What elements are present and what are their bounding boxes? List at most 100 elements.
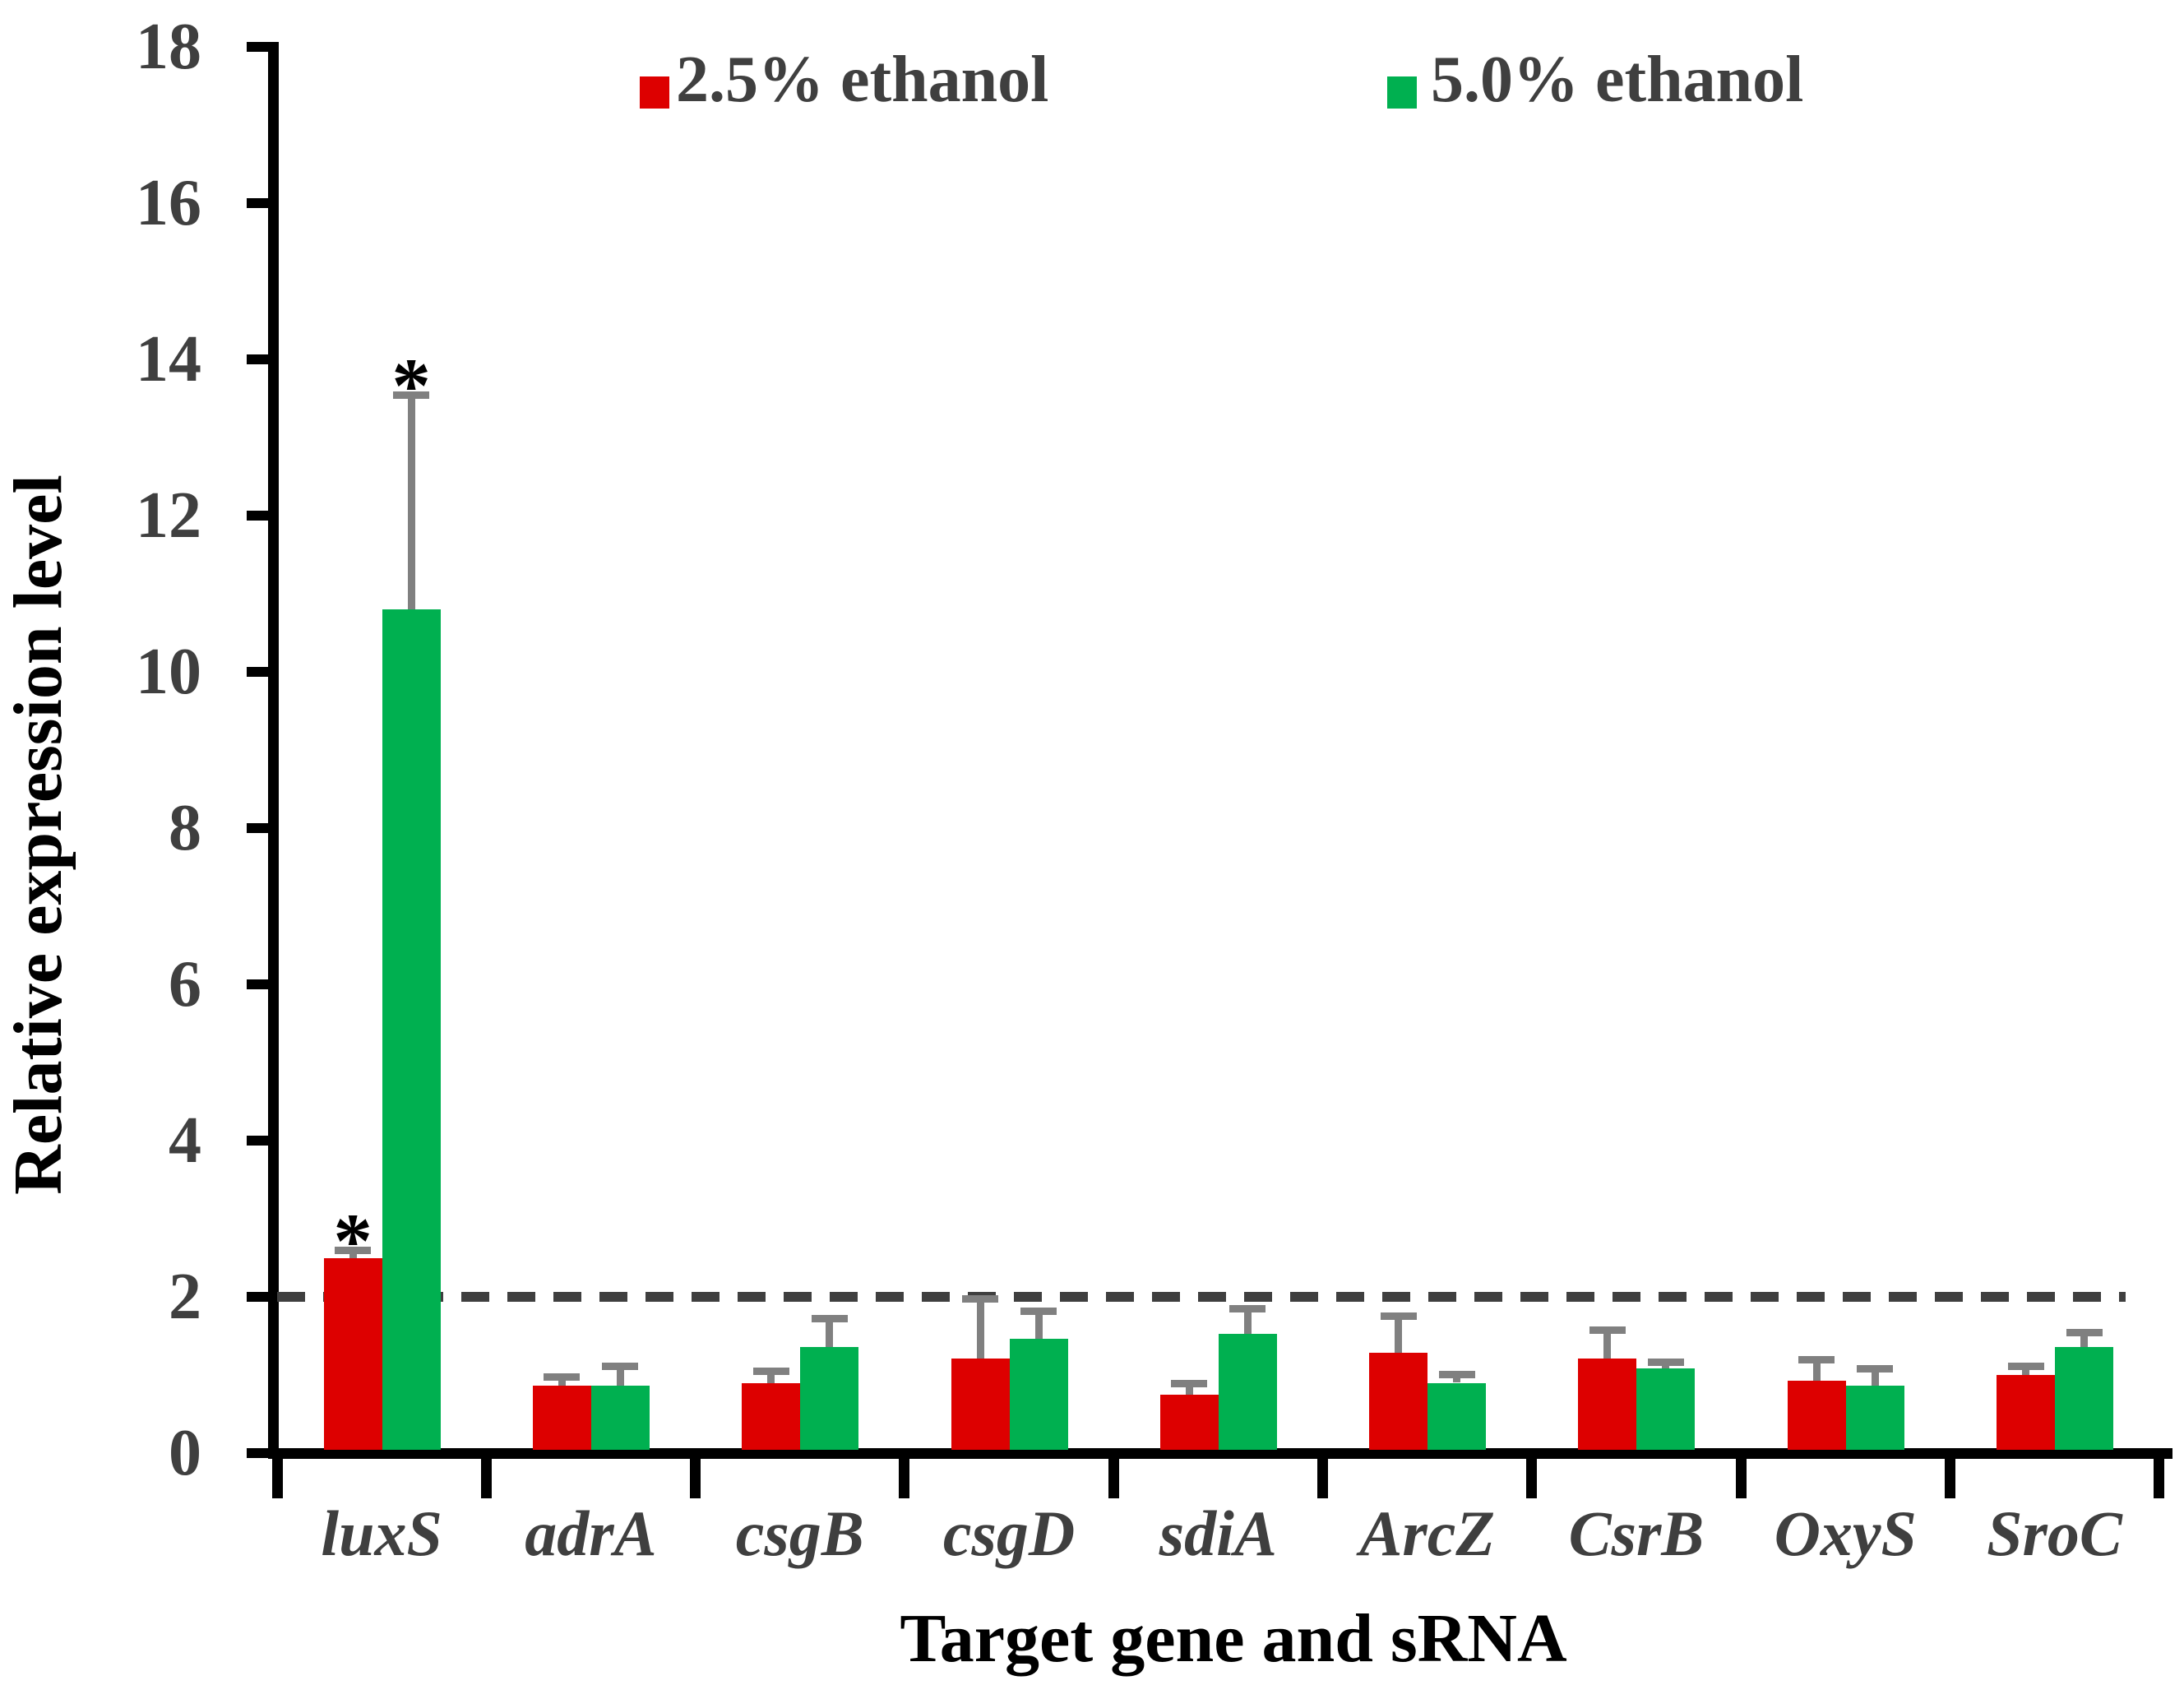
significance-asterisk-luxS: * bbox=[391, 341, 431, 429]
category-label-OxyS: OxyS bbox=[1774, 1498, 1917, 1569]
bar-SroC-2.5% ethanol bbox=[1997, 1375, 2055, 1450]
bar-SroC-5.0% ethanol bbox=[2055, 1346, 2113, 1450]
x-tick-mark bbox=[690, 1448, 701, 1498]
x-tick-mark bbox=[1944, 1448, 1955, 1498]
y-tick-mark bbox=[247, 823, 268, 833]
error-bar-cap bbox=[1857, 1365, 1894, 1373]
y-tick-label: 6 bbox=[169, 948, 201, 1021]
legend-label-5.0-ethanol: 5.0% ethanol bbox=[1431, 44, 1804, 116]
y-tick-label: 14 bbox=[136, 323, 201, 396]
y-tick-mark bbox=[247, 1136, 268, 1146]
error-bar-line bbox=[616, 1365, 624, 1386]
error-bar-line bbox=[1871, 1368, 1879, 1386]
bar-luxS-5.0% ethanol bbox=[382, 609, 441, 1450]
error-bar-cap bbox=[393, 391, 430, 399]
bar-csgD-2.5% ethanol bbox=[951, 1359, 1010, 1450]
error-bar-line bbox=[1185, 1383, 1193, 1395]
bar-adrA-2.5% ethanol bbox=[532, 1386, 591, 1450]
error-bar-cap bbox=[1438, 1371, 1475, 1379]
y-tick-mark bbox=[247, 42, 268, 52]
y-tick-mark bbox=[247, 1292, 268, 1302]
x-tick-mark bbox=[2154, 1448, 2165, 1498]
y-tick-mark bbox=[247, 354, 268, 364]
category-label-SroC: SroC bbox=[1987, 1498, 2122, 1569]
error-bar-cap bbox=[544, 1373, 581, 1381]
error-bar-line bbox=[1243, 1308, 1252, 1334]
bar-ArcZ-5.0% ethanol bbox=[1427, 1382, 1487, 1450]
error-bar-cap bbox=[1380, 1312, 1417, 1320]
legend-swatch-2.5-ethanol bbox=[640, 76, 669, 109]
x-axis-line bbox=[268, 1448, 2172, 1459]
error-bar-line bbox=[1034, 1311, 1043, 1340]
y-tick-mark bbox=[247, 1448, 268, 1458]
bar-csgD-5.0% ethanol bbox=[1009, 1339, 1068, 1450]
bar-csgB-2.5% ethanol bbox=[742, 1382, 801, 1450]
category-label-ArcZ: ArcZ bbox=[1359, 1498, 1495, 1569]
error-bar-line bbox=[1812, 1359, 1821, 1381]
y-tick-label: 2 bbox=[169, 1261, 201, 1333]
error-bar-cap bbox=[1229, 1305, 1266, 1313]
y-tick-label: 16 bbox=[136, 167, 201, 239]
error-bar-line bbox=[1603, 1329, 1612, 1359]
error-bar-line bbox=[407, 394, 415, 609]
y-tick-label: 18 bbox=[136, 11, 201, 83]
significance-asterisk-luxS: * bbox=[333, 1197, 372, 1285]
category-label-csgD: csgD bbox=[942, 1498, 1076, 1569]
error-bar-cap bbox=[962, 1294, 998, 1303]
legend-swatch-5.0-ethanol bbox=[1387, 76, 1417, 109]
bar-OxyS-5.0% ethanol bbox=[1845, 1386, 1904, 1450]
bar-CsrB-5.0% ethanol bbox=[1636, 1368, 1696, 1450]
error-bar-line bbox=[767, 1371, 775, 1383]
y-axis-line bbox=[268, 42, 279, 1459]
error-bar-cap bbox=[1647, 1358, 1684, 1366]
bar-ArcZ-2.5% ethanol bbox=[1369, 1353, 1428, 1450]
error-bar-cap bbox=[1020, 1308, 1057, 1316]
x-axis-title: Target gene and sRNA bbox=[900, 1600, 1567, 1677]
error-bar-line bbox=[826, 1317, 834, 1347]
error-bar-cap bbox=[1589, 1326, 1626, 1334]
error-bar-cap bbox=[752, 1368, 789, 1376]
x-tick-mark bbox=[271, 1448, 283, 1498]
category-label-luxS: luxS bbox=[321, 1498, 442, 1569]
error-bar-line bbox=[558, 1376, 566, 1386]
error-bar-cap bbox=[811, 1314, 848, 1322]
x-tick-mark bbox=[1317, 1448, 1328, 1498]
y-tick-mark bbox=[247, 511, 268, 521]
error-bar-line bbox=[2080, 1331, 2088, 1347]
y-tick-mark bbox=[247, 979, 268, 989]
y-tick-label: 8 bbox=[169, 792, 201, 864]
x-tick-mark bbox=[480, 1448, 492, 1498]
y-tick-mark bbox=[247, 198, 268, 208]
y-tick-label: 10 bbox=[136, 636, 201, 708]
error-bar-cap bbox=[335, 1247, 372, 1254]
x-tick-mark bbox=[1526, 1448, 1538, 1498]
bar-csgB-5.0% ethanol bbox=[800, 1346, 859, 1450]
y-tick-label: 4 bbox=[169, 1104, 201, 1177]
y-tick-label: 0 bbox=[169, 1417, 201, 1489]
legend-label-2.5-ethanol: 2.5% ethanol bbox=[676, 44, 1049, 116]
error-bar-line bbox=[1395, 1315, 1403, 1354]
x-tick-mark bbox=[1735, 1448, 1747, 1498]
error-bar-cap bbox=[2066, 1328, 2103, 1336]
bar-adrA-5.0% ethanol bbox=[590, 1386, 650, 1450]
category-label-adrA: adrA bbox=[525, 1498, 657, 1569]
category-label-sdiA: sdiA bbox=[1159, 1498, 1277, 1569]
error-bar-cap bbox=[2007, 1362, 2044, 1370]
bar-luxS-2.5% ethanol bbox=[323, 1257, 382, 1450]
category-label-csgB: csgB bbox=[735, 1498, 864, 1569]
category-label-CsrB: CsrB bbox=[1568, 1498, 1705, 1569]
bar-sdiA-2.5% ethanol bbox=[1159, 1394, 1219, 1450]
error-bar-line bbox=[1453, 1374, 1461, 1383]
error-bar-cap bbox=[1171, 1380, 1208, 1388]
x-tick-mark bbox=[899, 1448, 910, 1498]
bar-CsrB-2.5% ethanol bbox=[1578, 1359, 1637, 1450]
error-bar-line bbox=[976, 1298, 984, 1359]
error-bar-line bbox=[2022, 1365, 2029, 1375]
y-tick-mark bbox=[247, 667, 268, 677]
error-bar-cap bbox=[1798, 1356, 1835, 1363]
bar-sdiA-5.0% ethanol bbox=[1218, 1333, 1277, 1450]
y-tick-label: 12 bbox=[136, 479, 201, 552]
x-tick-mark bbox=[1108, 1448, 1119, 1498]
bar-OxyS-2.5% ethanol bbox=[1787, 1380, 1846, 1450]
